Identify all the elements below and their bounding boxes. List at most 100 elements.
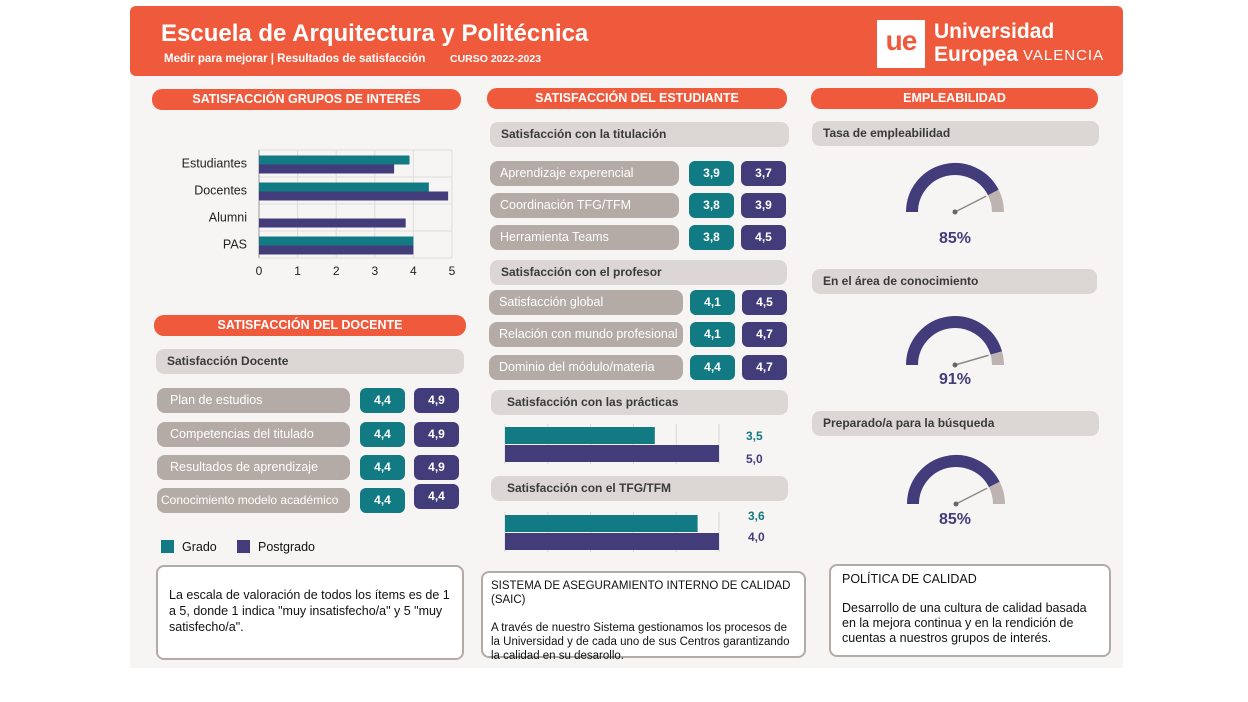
list-item-label: Resultados de aprendizaje [157,455,350,480]
postgrado-value: 4,9 [414,455,459,480]
x-tick-label: 2 [333,264,340,278]
group-satisfaccion-titulacion: Satisfacción con la titulación [490,122,789,147]
x-tick-label: 5 [449,264,456,278]
x-tick-label: 4 [410,264,417,278]
bar-grado [259,182,429,192]
gauge-needle [954,354,989,366]
postgrado-value: 4,4 [414,484,459,509]
section-title-docente: SATISFACCIÓN DEL DOCENTE [154,315,466,336]
postgrado-value: 4,5 [742,290,787,315]
gauge-remaining-arc [988,481,1005,505]
grado-value: 3,8 [689,225,734,250]
tfg-bar-chart [504,512,720,552]
grado-value: 4,4 [690,355,735,380]
politica-note: POLÍTICA DE CALIDAD Desarrollo de una cu… [829,564,1111,657]
page-title: Escuela de Arquitectura y Politécnica [161,20,589,47]
practicas-bar-chart [504,424,720,464]
gauge-fill-arc [906,163,999,213]
postgrado-value: 3,9 [741,193,786,218]
list-item-label: Dominio del módulo/materia [489,355,683,380]
gauge-pivot [952,362,958,368]
gauge-fill-arc [906,316,1003,366]
group-satisfaccion-practicas: Satisfacción con las prácticas [491,390,788,415]
gauge-remaining-arc [990,351,1004,366]
page-header: Escuela de Arquitectura y Politécnica Me… [130,6,1123,76]
grado-value: 4,4 [360,422,405,447]
postgrado-value: 4,9 [414,388,459,413]
group-satisfaccion-docente: Satisfacción Docente [156,349,464,374]
grado-value: 4,4 [360,455,405,480]
list-item-label: Herramienta Teams [490,225,679,250]
logo-line2: Europea [934,43,1019,66]
grado-value: 3,8 [689,193,734,218]
list-item-label: Plan de estudios [157,388,350,413]
category-label: PAS [223,238,247,252]
bar-postgrado [259,164,395,174]
x-tick-label: 1 [294,264,301,278]
gauge-value: 85% [938,230,972,247]
saic-text: A través de nuestro Sistema gestionamos … [491,622,790,662]
legend-label-postgrado: Postgrado [258,540,315,554]
gauge-needle [955,487,988,505]
section-title-grupos: SATISFACCIÓN GRUPOS DE INTERÉS [152,89,461,110]
tfg-postgrado-label: 4,0 [748,530,765,544]
section-title-empleabilidad: EMPLEABILIDAD [811,88,1098,109]
logo-line1: Universidad [934,20,1055,43]
grado-value: 4,4 [360,488,405,513]
logo-city: VALENCIA [1023,47,1105,64]
gauge-label: Tasa de empleabilidad [812,121,1099,146]
bar-postgrado [259,218,406,228]
grado-value: 4,1 [690,322,735,347]
gauge-chart [906,316,1004,368]
course-label: CURSO 2022-2023 [450,53,542,65]
bar-grado [505,515,698,532]
gauge-pivot [953,501,959,507]
bar-postgrado [259,191,449,201]
postgrado-value: 4,7 [742,355,787,380]
group-satisfaccion-profesor: Satisfacción con el profesor [490,260,787,285]
list-item-label: Aprendizaje experencial [490,161,679,186]
postgrado-value: 4,7 [742,322,787,347]
gauge-remaining-arc [987,189,1004,213]
x-tick-label: 3 [371,264,378,278]
bar-grado [259,155,410,165]
saic-title: SISTEMA DE ASEGURAMIENTO INTERNO DE CALI… [491,580,791,606]
postgrado-value: 3,7 [741,161,786,186]
category-label: Docentes [194,184,247,198]
gauge-value: 85% [938,511,972,528]
legend-swatch-grado [161,540,174,553]
section-title-estudiante: SATISFACCIÓN DEL ESTUDIANTE [487,88,787,109]
gauge-needle [954,195,987,213]
category-label: Estudiantes [182,157,247,171]
postgrado-value: 4,5 [741,225,786,250]
university-logo: ue [877,20,925,68]
gauge-label: En el área de conocimiento [812,269,1097,294]
legend-swatch-postgrado [237,540,250,553]
legend-label-grado: Grado [182,540,217,554]
politica-text: Desarrollo de una cultura de calidad bas… [842,601,1087,645]
postgrado-value: 4,9 [414,422,459,447]
bar-postgrado [505,533,719,550]
bar-postgrado [259,245,414,255]
grado-value: 4,1 [690,290,735,315]
list-item-label: Coordinación TFG/TFM [490,193,679,218]
gauge-chart [907,455,1005,507]
scale-note-text: La escala de valoración de todos los íte… [169,588,450,634]
practicas-grado-label: 3,5 [746,429,763,443]
x-tick-label: 0 [256,264,263,278]
gauge-chart [906,163,1004,215]
logo-mark: ue [885,25,918,56]
gauge-fill-arc [907,455,1000,505]
page-subtitle: Medir para mejorar | Resultados de satis… [164,53,426,65]
grado-value: 4,4 [360,388,405,413]
bar-postgrado [505,445,719,462]
gauge-pivot [952,209,958,215]
list-item-label: Conocimiento modelo académico [157,488,350,513]
saic-note: SISTEMA DE ASEGURAMIENTO INTERNO DE CALI… [481,571,806,662]
practicas-postgrado-label: 5,0 [746,452,763,466]
grado-value: 3,9 [689,161,734,186]
bar-grado [259,236,414,246]
politica-title: POLÍTICA DE CALIDAD [842,572,977,586]
tfg-grado-label: 3,6 [748,509,765,523]
list-item-label: Satisfacción global [489,290,683,315]
